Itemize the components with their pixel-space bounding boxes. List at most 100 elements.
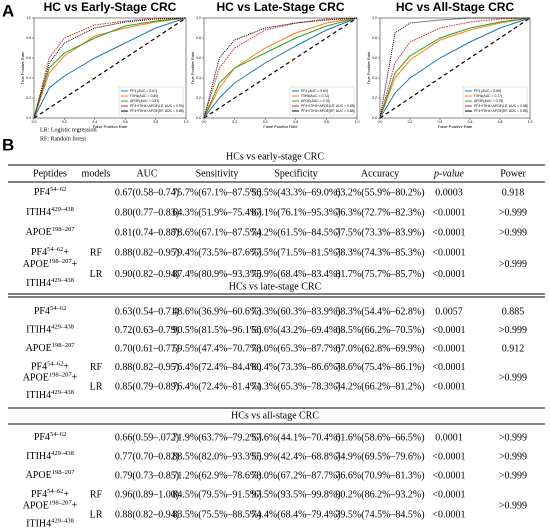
roc-curve (33, 17, 187, 119)
table-cell: 0.79(0.73–0.85) (115, 470, 179, 481)
peptide: PF454–62+ (31, 488, 69, 500)
table-cell: 0.0057 (435, 306, 463, 317)
table-cell: 0.0003 (435, 187, 463, 198)
legend-label: PF4+ITIH4+APOE(LR, AUC = 0.90) (130, 104, 184, 108)
table-cell: 0.67(0.58–0.74) (115, 187, 179, 198)
y-axis-label: True Positive Rate (366, 51, 371, 85)
note: LR: Logistic regression (40, 127, 97, 133)
column-header: Peptides (33, 168, 67, 179)
table-cell: 0.912 (502, 343, 525, 354)
y-tick-label: 0.0 (26, 116, 31, 120)
roc-curve (33, 17, 187, 119)
table-cell: 74.2%(61.5%–84.5%) (251, 227, 340, 238)
peptide: APOE198–207+ (23, 499, 78, 511)
reference-line (203, 17, 358, 119)
legend-label: ITIH4(AUC = 0.77) (474, 94, 502, 98)
x-tick-label: 0.2 (232, 120, 237, 124)
peptide-name: PF4 (31, 247, 47, 258)
x-tick-label: 0.8 (498, 120, 503, 124)
peptide-name: ITIH4 (26, 278, 51, 289)
x-tick-label: 0.8 (324, 120, 329, 124)
peptide-name: ITIH4 (26, 390, 51, 401)
peptide-residues: 198–207 (52, 342, 76, 349)
peptide: ITIH4429–438 (26, 206, 74, 218)
table-cell: >0.999 (499, 227, 527, 238)
table-cell: LR (90, 510, 103, 521)
peptide: ITIH4429–438 (26, 517, 74, 529)
x-axis-label: False Positive Rate (93, 124, 128, 129)
roc-curve (203, 17, 358, 119)
table-cell: 0.72(0.63–0.79) (115, 325, 179, 336)
y-tick-label: 0.8 (372, 36, 377, 40)
y-tick-label: 1.0 (196, 16, 201, 20)
roc-curve (203, 17, 358, 119)
table-cell: <0.0001 (432, 382, 465, 393)
table-cell: 0.88(0.82–0.95) (115, 362, 179, 373)
table-cell: 80.4%(73.3%–86.6%) (251, 362, 340, 373)
legend-label: ITIH4(AUC = 0.80) (130, 94, 158, 98)
roc-curve (379, 17, 531, 119)
table-cell: 71.3%(65.3%–78.3%) (251, 382, 340, 393)
table-cell: 78.6%(67.1%–87.5%) (172, 227, 261, 238)
peptide: ITIH4429–438 (26, 389, 74, 401)
x-tick-label: 0.6 (468, 120, 473, 124)
legend-label: ITIH4(AUC = 0.72) (301, 94, 329, 98)
table-cell: 0.885 (502, 306, 525, 317)
peptide-residues: 54–62 (47, 246, 63, 253)
table-cell: 0.918 (502, 187, 525, 198)
table-cell: 88.5%(82.0%–93.3%) (172, 451, 261, 462)
y-tick-label: 1.0 (26, 16, 31, 20)
reference-line (379, 17, 531, 119)
peptide-plus: + (72, 373, 78, 384)
peptide-name: APOE (23, 259, 49, 270)
x-tick-label: 0.2 (408, 120, 413, 124)
chart-title: HC vs Early-Stage CRC (44, 0, 177, 14)
table-cell: <0.0001 (432, 227, 465, 238)
peptide-name: APOE (26, 470, 52, 481)
roc-curve (203, 17, 358, 119)
peptide-residues: 198–207 (49, 372, 73, 379)
peptide-name: ITIH4 (26, 207, 51, 218)
table-cell: 78.0%(65.3%–87.7%) (251, 343, 340, 354)
table-cell: >0.999 (499, 470, 527, 481)
peptide-plus: + (72, 501, 78, 512)
table-cell: <0.0001 (432, 362, 465, 373)
peptide-name: ITIH4 (26, 451, 51, 462)
peptide-name: PF4 (31, 489, 47, 500)
peptide-name: PF4 (34, 432, 50, 443)
y-tick-label: 0.8 (26, 36, 31, 40)
roc-curve (379, 17, 531, 119)
panel-label: B (2, 135, 14, 154)
table-cell: 75.7%(67.1%–87.5%) (172, 187, 261, 198)
legend-label: APOE(AUC = 0.79) (474, 99, 503, 103)
table-cell: <0.0001 (432, 489, 465, 500)
peptide: PF454–62 (34, 305, 66, 317)
peptide-residues: 429–438 (51, 389, 74, 396)
roc-curve (33, 17, 187, 119)
y-tick-label: 0.4 (26, 76, 31, 80)
x-axis-label: False Positive Rate (263, 124, 298, 129)
table-cell: <0.0001 (432, 325, 465, 336)
table-cell: 0.77(0.70–0.82) (115, 451, 179, 462)
table-cell: 83.5%(75.5%–88.5%) (172, 510, 261, 521)
chart-title: HC vs All-Stage CRC (396, 0, 515, 14)
table-cell: 77.5%(71.5%–81.5%) (251, 247, 340, 258)
table-cell: 71.9%(63.7%–79.2%) (172, 432, 261, 443)
table-cell: 71.2%(62.9%–78.6%) (172, 470, 261, 481)
table-cell: 48.6%(36.9%–60.6%) (172, 306, 261, 317)
table-cell: >0.999 (499, 207, 527, 218)
peptide-plus: + (63, 247, 69, 258)
peptide: ITIH4429–438 (26, 277, 74, 289)
table-cell: RF (90, 362, 103, 373)
x-tick-label: 0.4 (438, 120, 443, 124)
table-cell: 78.6%(75.4%–86.1%) (335, 362, 424, 373)
roc-curve (379, 17, 531, 119)
table-cell: 58.3%(54.4%–62.8%) (335, 306, 424, 317)
table-cell: <0.0001 (432, 269, 465, 280)
peptide: PF454–62 (34, 186, 66, 198)
table-cell: 64.3%(51.9%–75.4%) (172, 207, 261, 218)
section-title: HCs vs late-stage CRC (229, 281, 322, 292)
table-cell: <0.0001 (432, 451, 465, 462)
table-cell: 63.2%(55.9%–80.2%) (335, 187, 424, 198)
peptide-residues: 198–207 (49, 499, 73, 506)
